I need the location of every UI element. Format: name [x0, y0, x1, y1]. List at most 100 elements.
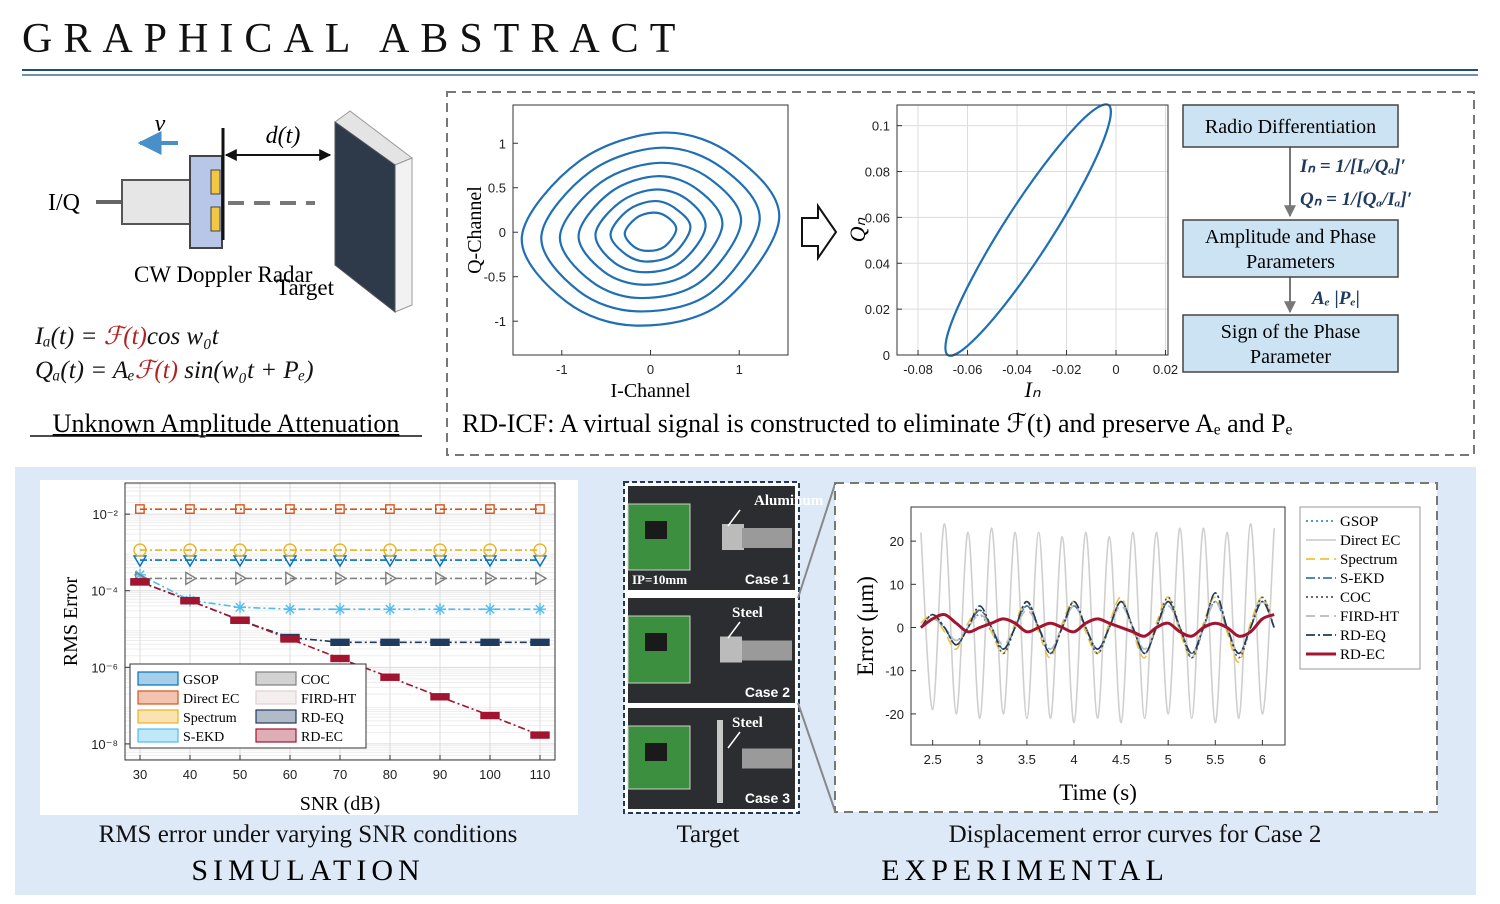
x-tick-label: 50 — [233, 767, 247, 782]
pointer — [727, 509, 741, 527]
sensor-board — [627, 615, 691, 684]
chip — [645, 633, 667, 651]
radar-label: CW Doppler Radar — [134, 262, 313, 287]
legend-label: COC — [1340, 590, 1371, 606]
y-tick-label: 20 — [890, 534, 904, 549]
marker — [433, 543, 447, 557]
target-face — [334, 121, 396, 314]
legend-label: RD-EQ — [301, 711, 344, 726]
note-label: IP=10mm — [632, 572, 687, 587]
bolt — [742, 528, 792, 548]
x-tick-label: 0 — [1112, 362, 1119, 377]
x-tick-label: -1 — [556, 362, 568, 377]
series-line — [920, 523, 1275, 724]
radar-diagram: v I/Q d(t) CW Doppler Radar Target Iₐ(t)… — [30, 110, 422, 438]
marker — [330, 638, 350, 646]
x-tick-label: 60 — [283, 767, 297, 782]
x-tick-label: -0.02 — [1052, 362, 1082, 377]
series-line — [623, 211, 678, 253]
marker — [484, 603, 496, 616]
case-label: Case 1 — [745, 571, 790, 587]
plot-area — [513, 105, 788, 355]
marker — [485, 504, 495, 514]
marker — [534, 603, 546, 616]
y-axis-label: Qₙ — [845, 217, 870, 242]
x-tick-label: 2.5 — [924, 752, 942, 767]
series-line — [594, 188, 707, 274]
plot-frame — [910, 506, 1286, 746]
steel-plate — [717, 720, 723, 803]
pointer — [727, 621, 741, 639]
legend-label: GSOP — [1340, 514, 1378, 530]
material-label: Steel — [732, 715, 763, 731]
antenna-patch — [210, 169, 221, 195]
legend-swatch — [137, 728, 179, 743]
marker — [380, 673, 400, 681]
material-label: Steel — [732, 605, 763, 621]
y-tick-label: 0.1 — [872, 119, 890, 134]
x-tick-label: 6 — [1259, 752, 1266, 767]
y-tick-label: 0 — [883, 348, 890, 363]
legend-label: RD-EC — [1340, 647, 1385, 663]
marker — [533, 543, 547, 557]
legend-label: COC — [301, 673, 330, 688]
marker — [434, 603, 446, 616]
legend-label: FIRD-HT — [1340, 609, 1399, 625]
x-tick-label: 4 — [1070, 752, 1077, 767]
section-label: EXPERIMENTAL — [881, 854, 1169, 887]
y-tick-label: 10⁻² — [92, 507, 118, 522]
x-tick-label: 5.5 — [1206, 752, 1224, 767]
equation-part: ℱ(t) — [135, 357, 178, 384]
flow-node-label: Parameters — [1246, 251, 1335, 273]
x-tick-label: 70 — [333, 767, 347, 782]
equation-part: Qₐ(t) = Aₑ — [35, 357, 135, 384]
target-head — [722, 524, 744, 550]
flow-node — [1182, 104, 1399, 148]
equation: Qₐ(t) = Aₑℱ(t) sin(w₀t + Pₑ) — [35, 357, 314, 384]
legend-label: FIRD-HT — [301, 692, 357, 707]
marker — [435, 504, 445, 514]
marker — [385, 571, 398, 586]
marker — [535, 504, 545, 514]
marker — [284, 603, 296, 616]
marker — [235, 571, 248, 586]
marker — [235, 504, 245, 514]
series-line — [520, 131, 781, 327]
radar-body — [121, 179, 191, 225]
flow-node-label: Parameter — [1250, 346, 1331, 368]
marker — [283, 543, 297, 557]
x-axis-label: Time (s) — [1059, 780, 1137, 805]
y-tick-label: -10 — [885, 664, 904, 679]
marker — [384, 603, 396, 616]
y-axis-label: Q-Channel — [464, 186, 486, 274]
marker — [280, 635, 300, 643]
series-line — [609, 199, 692, 263]
x-tick-label: 30 — [133, 767, 147, 782]
series-line — [577, 175, 724, 286]
marker — [485, 571, 498, 586]
velocity-label: v — [155, 111, 166, 137]
x-tick-label: -0.04 — [1002, 362, 1032, 377]
target-label: Target — [276, 275, 335, 300]
y-tick-label: 0.5 — [488, 181, 506, 196]
legend-swatch — [255, 709, 297, 724]
y-tick-label: 0.04 — [865, 256, 890, 271]
marker — [483, 543, 497, 557]
plot-frame — [512, 104, 789, 356]
radar-caption: Unknown Amplitude Attenuation — [53, 409, 400, 438]
connector — [797, 483, 836, 599]
y-tick-label: -0.5 — [484, 270, 506, 285]
x-tick-label: 90 — [433, 767, 447, 782]
legend-swatch — [255, 690, 297, 705]
marker — [183, 543, 197, 557]
x-axis-label: I-Channel — [611, 380, 691, 402]
y-tick-label: 0 — [897, 621, 904, 636]
target-head — [720, 636, 742, 663]
y-tick-label: -1 — [494, 314, 506, 329]
marker — [335, 571, 348, 586]
distance-label: d(t) — [266, 123, 301, 149]
series-line — [920, 592, 1275, 655]
plot-frame — [124, 482, 556, 761]
bolt — [742, 748, 792, 769]
series-line — [558, 161, 743, 300]
